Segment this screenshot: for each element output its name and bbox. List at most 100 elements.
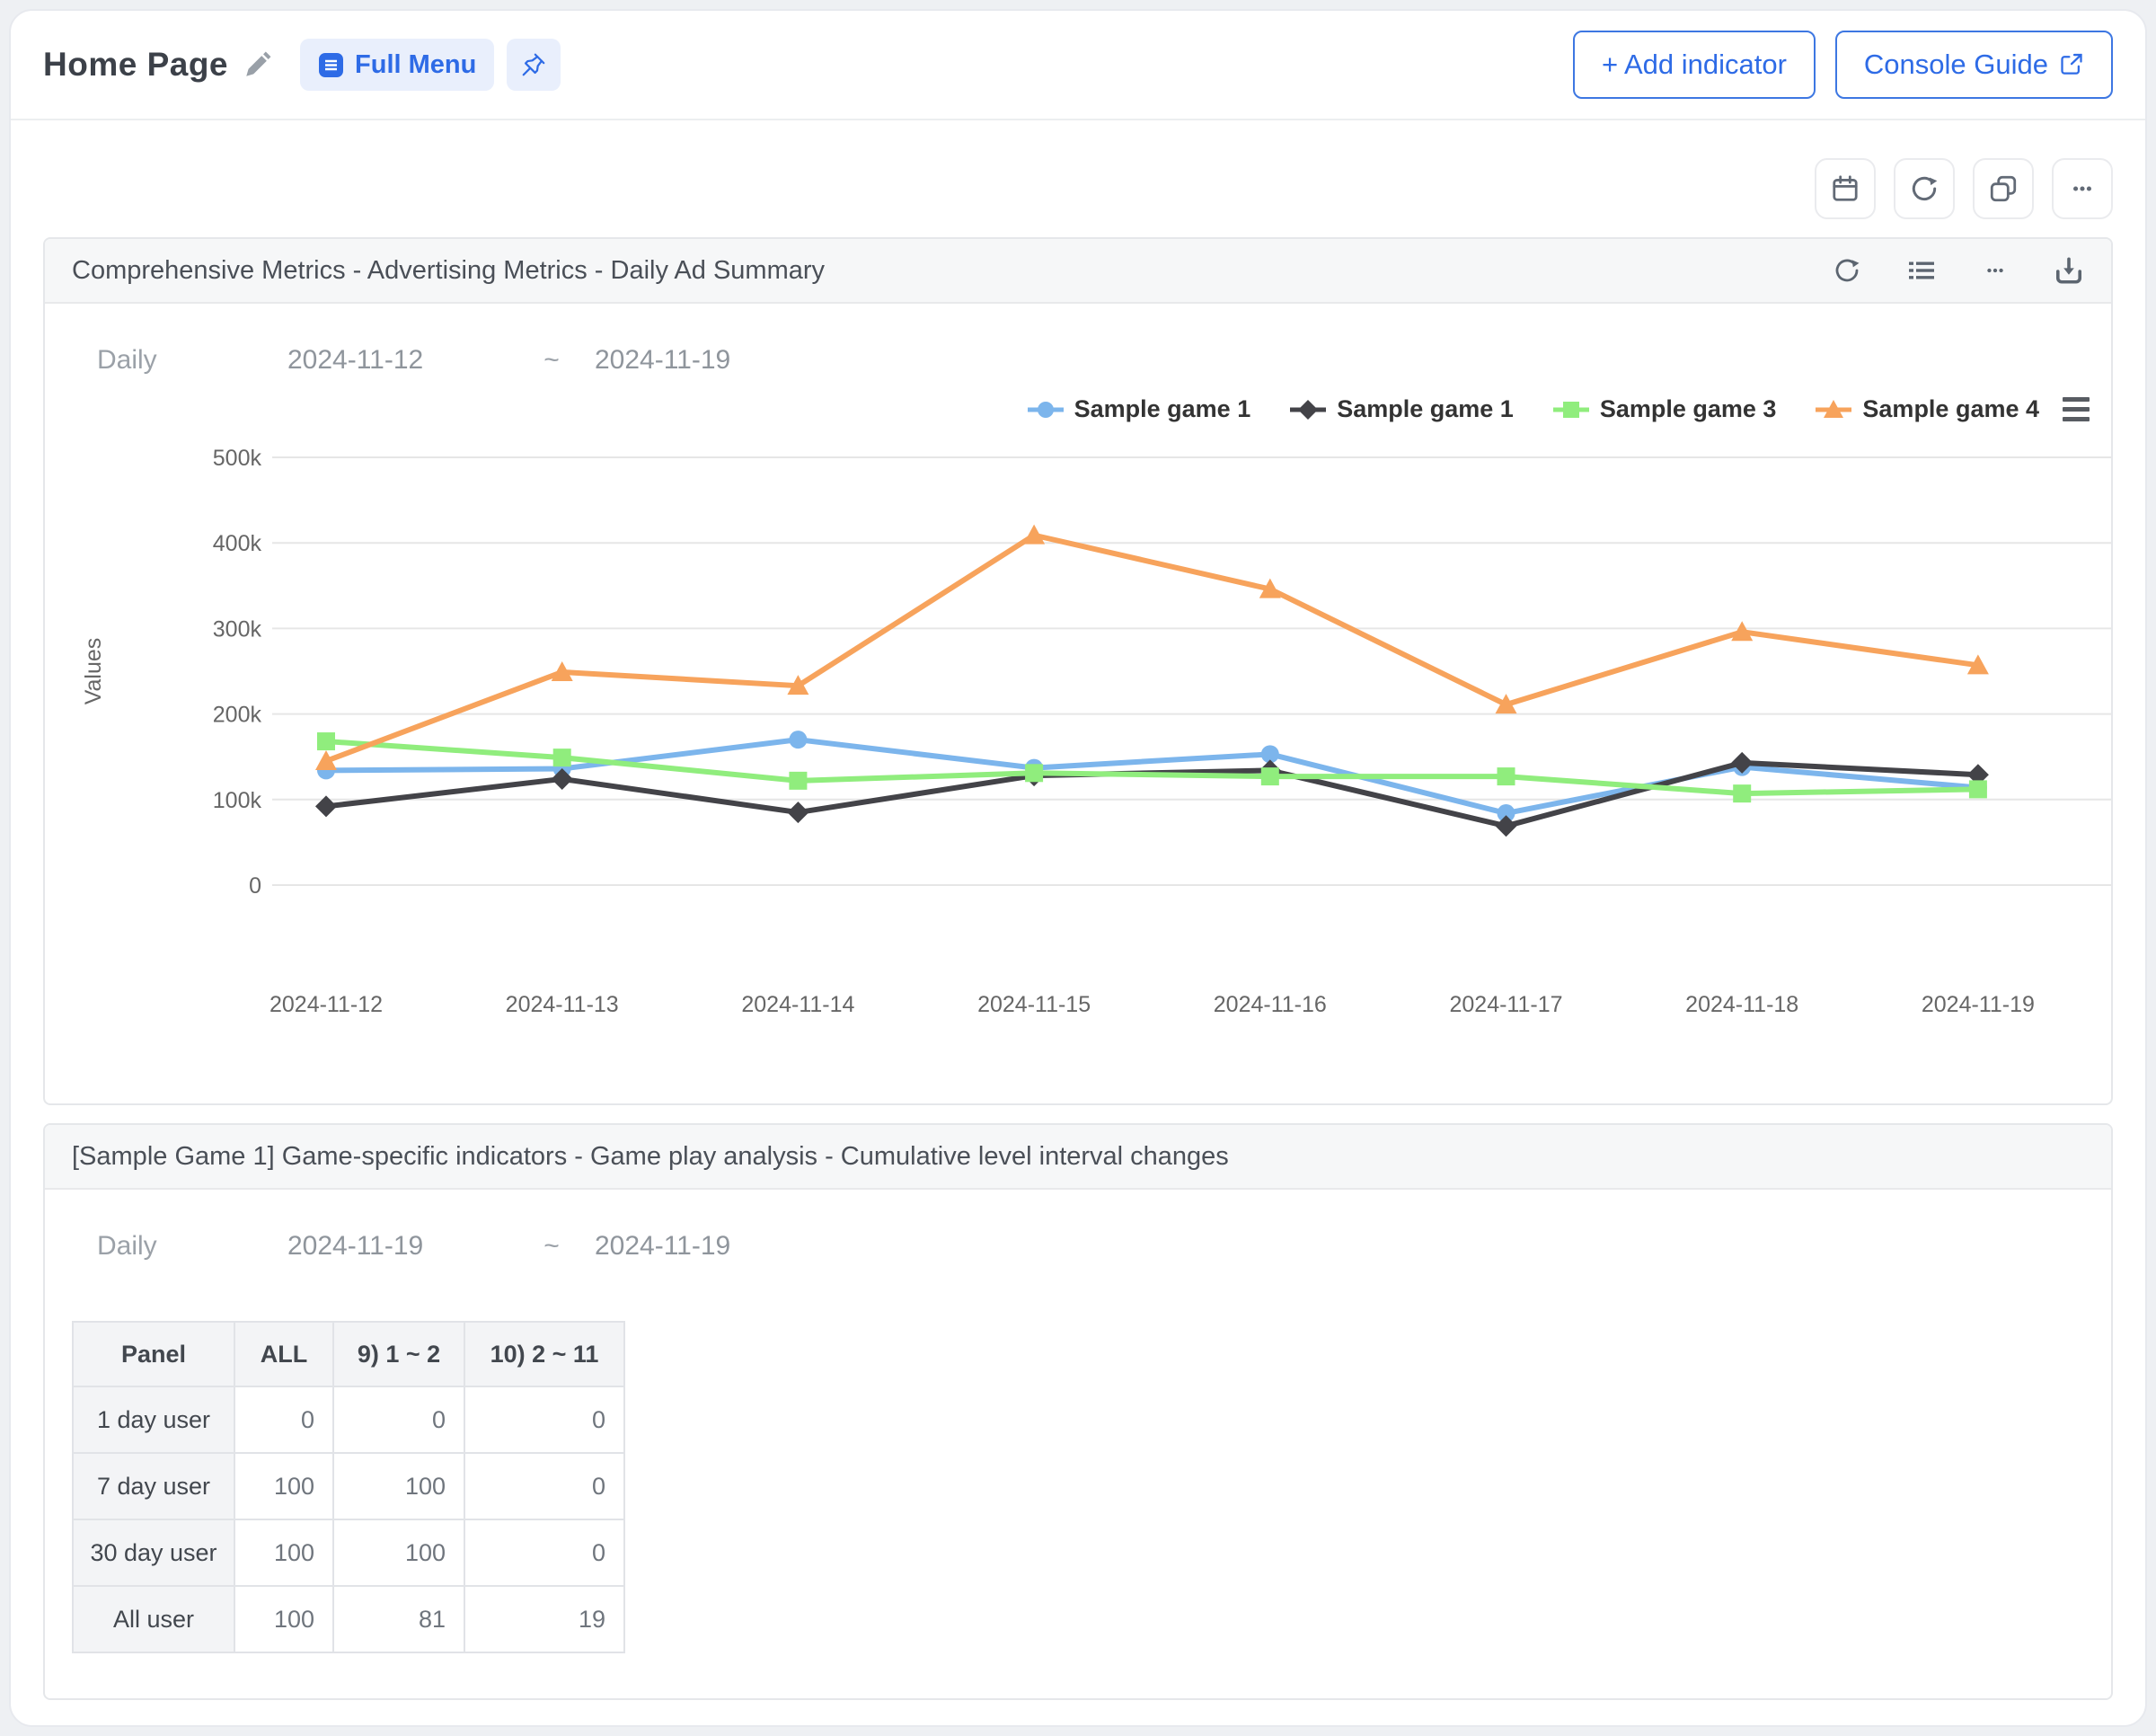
calendar-button[interactable] <box>1815 158 1876 219</box>
legend-label: Sample game 4 <box>1862 395 2039 423</box>
svg-text:2024-11-12: 2024-11-12 <box>270 992 383 1017</box>
svg-text:2024-11-16: 2024-11-16 <box>1214 992 1327 1017</box>
table-row: All user 100 81 19 <box>73 1586 624 1652</box>
table-date-range: Daily 2024-11-19 ~ 2024-11-19 <box>97 1231 816 1262</box>
edit-title-icon[interactable] <box>243 49 273 80</box>
page-title: Home Page <box>43 46 228 84</box>
cell-value: 100 <box>234 1586 333 1652</box>
date-start[interactable]: 2024-11-12 <box>287 345 508 376</box>
row-label: All user <box>73 1586 234 1652</box>
pushpin-icon <box>520 51 547 78</box>
svg-text:2024-11-19: 2024-11-19 <box>1922 992 2035 1017</box>
add-indicator-button[interactable]: + Add indicator <box>1573 31 1816 99</box>
table-widget-body: Daily 2024-11-19 ~ 2024-11-19 Panel ALL … <box>45 1190 2111 1698</box>
cell-value: 81 <box>333 1586 464 1652</box>
full-menu-label: Full Menu <box>355 50 476 80</box>
legend-item[interactable]: Sample game 1 <box>1026 395 1251 423</box>
cell-value: 0 <box>333 1386 464 1453</box>
svg-text:2024-11-14: 2024-11-14 <box>741 992 854 1017</box>
chart-widget-card: Comprehensive Metrics - Advertising Metr… <box>43 237 2113 1105</box>
svg-text:400k: 400k <box>213 531 262 556</box>
legend-item[interactable]: Sample game 4 <box>1814 395 2039 423</box>
table-row: 1 day user 0 0 0 <box>73 1386 624 1453</box>
widget-download-icon[interactable] <box>2054 255 2084 286</box>
cell-value: 0 <box>234 1386 333 1453</box>
widget-more-icon[interactable] <box>1982 256 2009 285</box>
chart-widget-title: Comprehensive Metrics - Advertising Metr… <box>72 256 825 286</box>
svg-text:500k: 500k <box>213 446 262 471</box>
external-link-icon <box>2059 52 2084 77</box>
triangle-marker-icon <box>1814 397 1853 422</box>
table-widget-card: [Sample Game 1] Game-specific indicators… <box>43 1123 2113 1700</box>
table-header-row: Panel ALL 9) 1 ~ 2 10) 2 ~ 11 <box>73 1322 624 1386</box>
legend-item[interactable]: Sample game 3 <box>1551 395 1777 423</box>
svg-text:0: 0 <box>249 873 261 899</box>
menu-icon <box>318 52 344 78</box>
cell-value: 100 <box>333 1519 464 1586</box>
chart-date-range: Daily 2024-11-12 ~ 2024-11-19 <box>97 345 816 376</box>
widget-list-icon[interactable] <box>1906 256 1937 285</box>
full-menu-button[interactable]: Full Menu <box>300 39 494 91</box>
duplicate-icon <box>1988 173 2019 204</box>
page-header: Home Page Full Menu + <box>43 11 2113 119</box>
cell-value: 0 <box>464 1519 624 1586</box>
date-tilde: ~ <box>508 1231 595 1262</box>
calendar-icon <box>1830 173 1860 204</box>
svg-text:300k: 300k <box>213 616 262 642</box>
widget-refresh-icon[interactable] <box>1833 256 1861 285</box>
col-header-all: ALL <box>234 1322 333 1386</box>
svg-text:Values: Values <box>81 638 106 705</box>
cell-value: 19 <box>464 1586 624 1652</box>
chart-legend: Sample game 1 Sample game 1 Sample game 3 S… <box>1026 395 2090 423</box>
svg-text:100k: 100k <box>213 788 262 813</box>
legend-label: Sample game 1 <box>1074 395 1251 423</box>
table-widget-header: [Sample Game 1] Game-specific indicators… <box>45 1125 2111 1190</box>
svg-text:2024-11-13: 2024-11-13 <box>506 992 619 1017</box>
chart-widget-header: Comprehensive Metrics - Advertising Metr… <box>45 239 2111 304</box>
col-header-bucket1: 9) 1 ~ 2 <box>333 1322 464 1386</box>
svg-text:2024-11-18: 2024-11-18 <box>1685 992 1798 1017</box>
cell-value: 0 <box>464 1386 624 1453</box>
period-label: Daily <box>97 1231 287 1262</box>
col-header-bucket2: 10) 2 ~ 11 <box>464 1322 624 1386</box>
row-label: 30 day user <box>73 1519 234 1586</box>
diamond-marker-icon <box>1288 397 1328 422</box>
date-start[interactable]: 2024-11-19 <box>287 1231 508 1262</box>
svg-text:2024-11-15: 2024-11-15 <box>977 992 1091 1017</box>
main-page: Home Page Full Menu + <box>9 9 2147 1727</box>
row-label: 7 day user <box>73 1453 234 1519</box>
circle-marker-icon <box>1026 397 1065 422</box>
dashboard-toolbar <box>43 158 2113 219</box>
cell-value: 100 <box>234 1453 333 1519</box>
square-marker-icon <box>1551 397 1591 422</box>
chart-legend-items: Sample game 1 Sample game 1 Sample game 3 S… <box>1026 395 2039 423</box>
header-divider <box>11 119 2145 120</box>
chart-context-menu-icon[interactable] <box>2063 397 2090 421</box>
more-icon <box>2067 173 2098 204</box>
line-chart: 0100k200k300k400k500kValues2024-11-12202… <box>45 304 2111 1103</box>
legend-label: Sample game 1 <box>1337 395 1514 423</box>
legend-item[interactable]: Sample game 1 <box>1288 395 1514 423</box>
row-label: 1 day user <box>73 1386 234 1453</box>
more-button[interactable] <box>2052 158 2113 219</box>
panel-table: Panel ALL 9) 1 ~ 2 10) 2 ~ 11 1 day user… <box>72 1321 625 1653</box>
cell-value: 0 <box>464 1453 624 1519</box>
pin-button[interactable] <box>507 39 561 91</box>
table-row: 30 day user 100 100 0 <box>73 1519 624 1586</box>
date-end[interactable]: 2024-11-19 <box>595 1231 816 1262</box>
date-tilde: ~ <box>508 345 595 376</box>
table-widget-title: [Sample Game 1] Game-specific indicators… <box>72 1142 1229 1172</box>
chart-widget-body: Daily 2024-11-12 ~ 2024-11-19 Sample gam… <box>45 304 2111 1103</box>
cell-value: 100 <box>234 1519 333 1586</box>
duplicate-button[interactable] <box>1973 158 2034 219</box>
cell-value: 100 <box>333 1453 464 1519</box>
period-label: Daily <box>97 345 287 376</box>
add-indicator-label: + Add indicator <box>1602 49 1787 81</box>
legend-label: Sample game 3 <box>1600 395 1777 423</box>
refresh-icon <box>1909 173 1940 204</box>
date-end[interactable]: 2024-11-19 <box>595 345 816 376</box>
refresh-button[interactable] <box>1894 158 1955 219</box>
console-guide-button[interactable]: Console Guide <box>1835 31 2113 99</box>
table-row: 7 day user 100 100 0 <box>73 1453 624 1519</box>
svg-text:2024-11-17: 2024-11-17 <box>1449 992 1562 1017</box>
